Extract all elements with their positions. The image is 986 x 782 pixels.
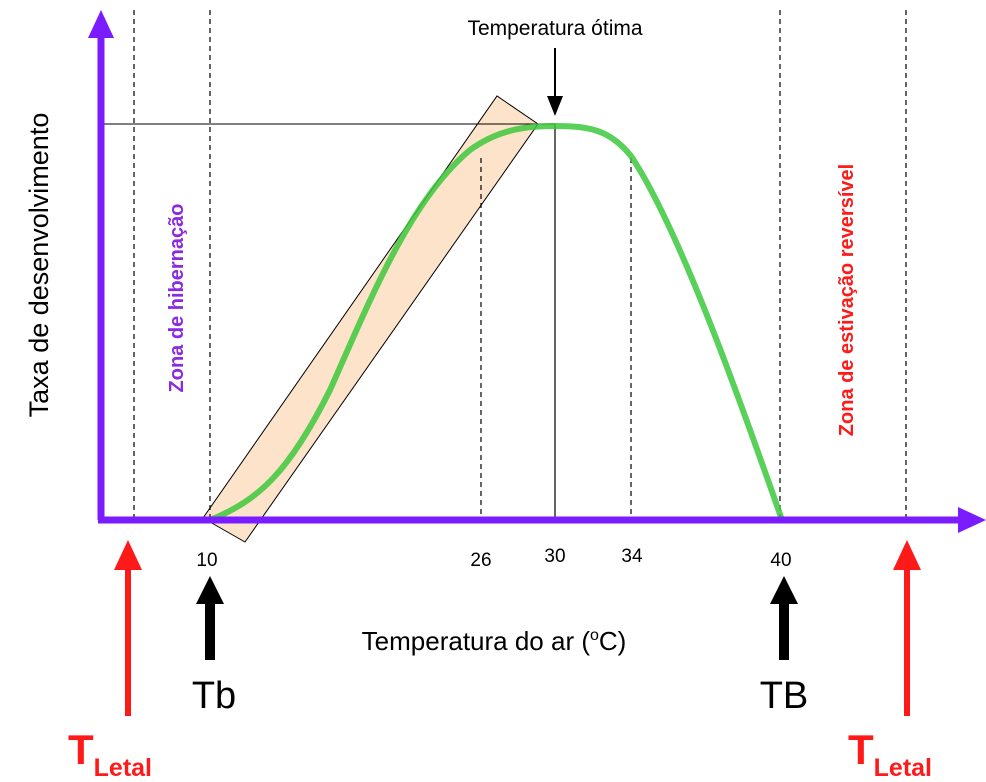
y-axis-arrowhead [88,10,114,38]
lethal-label-right: TLetal [848,726,932,782]
tick-label-10: 10 [196,550,217,571]
tick-label-26: 26 [470,550,491,571]
tick-label-40: 40 [770,550,791,571]
optimum-arrow-head [547,96,563,116]
tb-arrow [196,576,224,660]
zone-left-label: Zona de hibernação [166,204,188,393]
x-axis-label: Temperatura do ar (oC) [362,626,627,656]
development-curve [207,123,785,523]
lethal-arrow-left [114,540,142,716]
x-axis-arrowhead [958,507,986,533]
tick-label-30: 30 [544,546,565,567]
tb-label: Tb [192,675,236,717]
zone-right-label: Zona de estivação reversível [836,164,858,436]
tick-label-34: 34 [621,546,643,567]
optimum-label: Temperatura ótima [467,17,642,40]
TB-arrow [770,576,798,660]
lethal-label-left: TLetal [68,726,152,782]
y-axis-label: Taxa de desenvolvimento [24,113,54,418]
dashed-guides [133,10,907,520]
TB-label: TB [760,675,809,717]
linear-phase-band [202,95,539,543]
lethal-arrow-right [893,540,921,716]
